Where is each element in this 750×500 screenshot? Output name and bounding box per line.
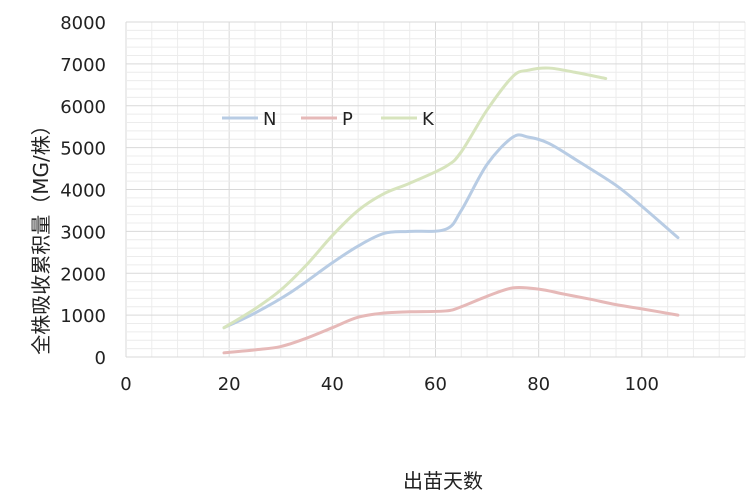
y-tick-label: 2000 <box>60 264 106 285</box>
x-tick-label: 20 <box>218 374 241 395</box>
series-layer <box>222 66 680 355</box>
y-axis-ticks: 0 1000 2000 3000 4000 5000 6000 7000 8000 <box>60 13 106 369</box>
y-tick-label: 1000 <box>60 306 106 327</box>
legend-label-p: P <box>342 109 353 130</box>
x-tick-label: 60 <box>424 374 447 395</box>
series-line-n <box>222 133 680 330</box>
x-axis-title: 出苗天数 <box>403 469 483 493</box>
y-tick-label: 6000 <box>60 97 106 118</box>
legend-label-k: K <box>422 109 435 130</box>
x-tick-label: 100 <box>625 374 659 395</box>
y-tick-label: 3000 <box>60 222 106 243</box>
series-line-k <box>222 66 608 330</box>
y-tick-label: 7000 <box>60 55 106 76</box>
grid <box>125 21 746 358</box>
x-tick-label: 40 <box>321 374 344 395</box>
x-axis-ticks: 0 20 40 60 80 100 <box>120 374 659 395</box>
series-line-p <box>222 285 680 355</box>
legend-label-n: N <box>263 109 276 130</box>
y-axis-title: 全株吸收累积量（MG/株） <box>29 115 53 355</box>
y-tick-label: 5000 <box>60 139 106 160</box>
x-tick-label: 0 <box>120 374 131 395</box>
y-tick-label: 8000 <box>60 13 106 34</box>
x-tick-label: 80 <box>527 374 550 395</box>
y-tick-label: 4000 <box>60 181 106 202</box>
y-tick-label: 0 <box>95 348 106 369</box>
